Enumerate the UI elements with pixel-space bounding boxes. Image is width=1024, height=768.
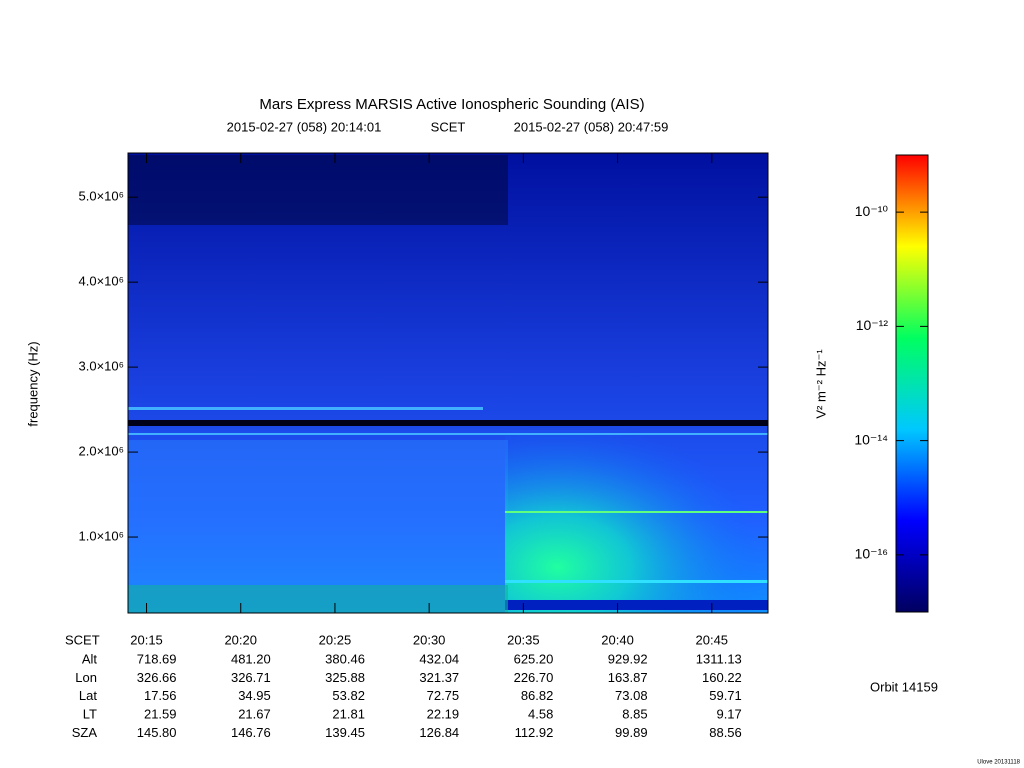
y-tick-label: 4.0×10⁶ (79, 274, 124, 289)
table-cell: 21.81 (332, 707, 365, 722)
harmonic-line (128, 433, 768, 435)
table-cell: 432.04 (419, 651, 459, 666)
table-cell: 8.85 (622, 707, 647, 722)
table-header: SCET (65, 632, 100, 647)
chart-title: Mars Express MARSIS Active Ionospheric S… (259, 96, 644, 113)
colorbar-tick-label: 10⁻¹² (856, 317, 889, 333)
table-cell: 625.20 (514, 651, 554, 666)
x-tick-label: 20:25 (319, 632, 352, 647)
spectrogram-image (128, 153, 768, 613)
table-cell: 321.37 (419, 670, 459, 685)
noise-region (128, 440, 508, 613)
colorbar-tick-label: 10⁻¹⁰ (855, 203, 889, 219)
x-tick-label: 20:15 (130, 632, 163, 647)
end-time: 2015-02-27 (058) 20:47:59 (514, 119, 669, 134)
table-cell: 481.20 (231, 651, 271, 666)
y-axis-label: frequency (Hz) (25, 341, 40, 426)
x-tick-label: 20:35 (507, 632, 540, 647)
table-cell: 72.75 (427, 688, 460, 703)
y-tick-label: 5.0×10⁶ (79, 189, 124, 204)
table-cell: 99.89 (615, 725, 648, 740)
table-cell: 9.17 (716, 707, 741, 722)
harmonic-line (505, 580, 768, 583)
dark-band (128, 420, 768, 426)
table-cell: 21.59 (144, 707, 177, 722)
low-frequency-echo (128, 585, 508, 613)
table-cell: 325.88 (325, 670, 365, 685)
table-row-label: SZA (72, 725, 98, 740)
table-cell: 326.71 (231, 670, 271, 685)
table-cell: 86.82 (521, 688, 554, 703)
orbit-label: Orbit 14159 (870, 679, 938, 694)
table-row-label: Alt (82, 651, 98, 666)
x-tick-label: 20:30 (413, 632, 446, 647)
table-cell: 145.80 (137, 725, 177, 740)
time-system: SCET (431, 119, 466, 134)
table-cell: 53.82 (332, 688, 365, 703)
table-cell: 380.46 (325, 651, 365, 666)
y-tick-label: 1.0×10⁶ (79, 528, 124, 543)
table-cell: 126.84 (419, 725, 459, 740)
table-cell: 21.67 (238, 707, 271, 722)
harmonic-line (505, 511, 768, 513)
colorbar-label: V² m⁻² Hz⁻¹ (813, 349, 828, 419)
table-cell: 718.69 (137, 651, 177, 666)
footer: Ulove 20131118 (977, 760, 1020, 766)
colorbar-tick-label: 10⁻¹⁴ (854, 431, 888, 447)
x-tick-label: 20:20 (224, 632, 257, 647)
dark-line (505, 600, 768, 610)
table-row-label: Lon (75, 670, 97, 685)
table-cell: 146.76 (231, 725, 271, 740)
plot-frame (127, 152, 769, 614)
table-cell: 88.56 (709, 725, 742, 740)
table-cell: 226.70 (514, 670, 554, 685)
table-cell: 34.95 (238, 688, 271, 703)
table-cell: 112.92 (515, 725, 554, 740)
x-tick-label: 20:45 (696, 632, 729, 647)
start-time: 2015-02-27 (058) 20:14:01 (227, 119, 382, 134)
colorbar-tick-label: 10⁻¹⁶ (855, 546, 888, 562)
table-cell: 59.71 (709, 688, 742, 703)
table-row-label: Lat (79, 688, 97, 703)
table-cell: 17.56 (144, 688, 177, 703)
y-tick-label: 2.0×10⁶ (79, 444, 124, 459)
table-cell: 139.45 (325, 725, 365, 740)
harmonic-line (128, 407, 483, 410)
table-cell: 929.92 (608, 651, 648, 666)
table-cell: 326.66 (137, 670, 177, 685)
dark-region (128, 155, 508, 225)
table-cell: 163.87 (608, 670, 648, 685)
y-tick-label: 3.0×10⁶ (79, 359, 124, 374)
x-tick-label: 20:40 (601, 632, 634, 647)
plasma-emission (505, 430, 768, 613)
table-cell: 160.22 (702, 670, 742, 685)
table-cell: 22.19 (427, 707, 460, 722)
table-cell: 1311.13 (696, 651, 742, 666)
table-row-label: LT (83, 707, 97, 722)
table-cell: 4.58 (528, 707, 553, 722)
colorbar (895, 154, 929, 613)
table-cell: 73.08 (615, 688, 648, 703)
